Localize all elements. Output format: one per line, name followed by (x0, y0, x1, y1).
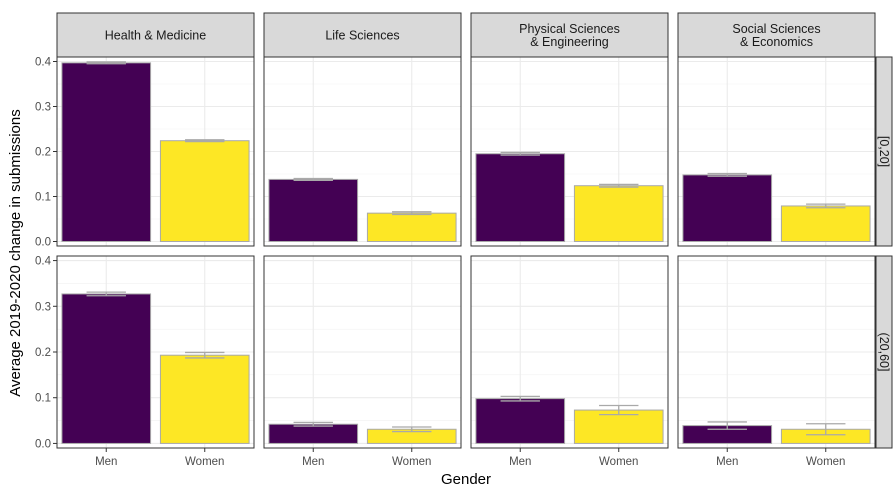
x-tick-label: Men (95, 456, 117, 468)
row-strip-label: (20,60] (877, 333, 891, 372)
facet-strip (470, 12, 669, 58)
y-tick-label: 0.1 (35, 192, 51, 204)
bar-men (475, 398, 566, 444)
bar-men (61, 62, 152, 242)
bar-women (159, 354, 250, 444)
row-strip-label: [0,20] (877, 136, 891, 167)
y-tick-label: 0.1 (35, 393, 51, 405)
bar-women (780, 205, 871, 242)
y-tick-label: 0.0 (35, 237, 51, 249)
x-tick-label: Women (392, 456, 431, 468)
panel-border (263, 255, 462, 449)
y-tick-label: 0.2 (35, 147, 51, 159)
facet-strip (677, 12, 876, 58)
bar-men (682, 174, 773, 242)
x-tick-label: Women (806, 456, 845, 468)
panel-border (470, 255, 669, 449)
facet-strip-label: Health & Medicine (105, 29, 206, 43)
bar-men (268, 178, 359, 242)
facet-strip-label: Physical Sciences & Engineering (519, 22, 620, 49)
y-axis-title: Average 2019-2020 change in submissions (7, 109, 24, 396)
bar-women (159, 140, 250, 242)
facet-strip-label: Social Sciences & Economics (732, 22, 820, 49)
facet-strip (56, 12, 255, 58)
bar-men (268, 423, 359, 444)
facet-strip (263, 12, 462, 58)
bar-women (366, 212, 457, 242)
row-strip (875, 255, 893, 449)
y-tick-label: 0.4 (35, 256, 52, 268)
facet-strip-label-line: Physical Sciences (519, 22, 620, 36)
x-tick-label: Women (185, 456, 224, 468)
panel-border (677, 56, 876, 247)
facet-strip-label-line: & Engineering (530, 35, 609, 49)
facet-strip-label-line: Social Sciences (732, 22, 820, 36)
y-tick-label: 0.2 (35, 347, 51, 359)
panel-border (677, 255, 876, 449)
x-tick-label: Men (302, 456, 324, 468)
x-tick-label: Men (509, 456, 531, 468)
bar-men (61, 293, 152, 444)
y-tick-label: 0.3 (35, 301, 51, 313)
x-tick-label: Men (716, 456, 738, 468)
facet-strip-label-line: Health & Medicine (105, 29, 206, 43)
x-tick-label: Women (599, 456, 638, 468)
y-tick-label: 0.0 (35, 438, 51, 450)
row-strip (875, 56, 893, 247)
panel-border (263, 56, 462, 247)
x-axis-title: Gender (441, 471, 491, 488)
facet-strip-label-line: Life Sciences (325, 29, 399, 43)
bar-men (475, 153, 566, 242)
facet-strip-label: Life Sciences (325, 29, 399, 43)
y-tick-label: 0.4 (35, 57, 52, 69)
bar-women (573, 185, 664, 242)
y-tick-label: 0.3 (35, 102, 51, 114)
facet-strip-label-line: & Economics (740, 35, 813, 49)
panel-border (470, 56, 669, 247)
